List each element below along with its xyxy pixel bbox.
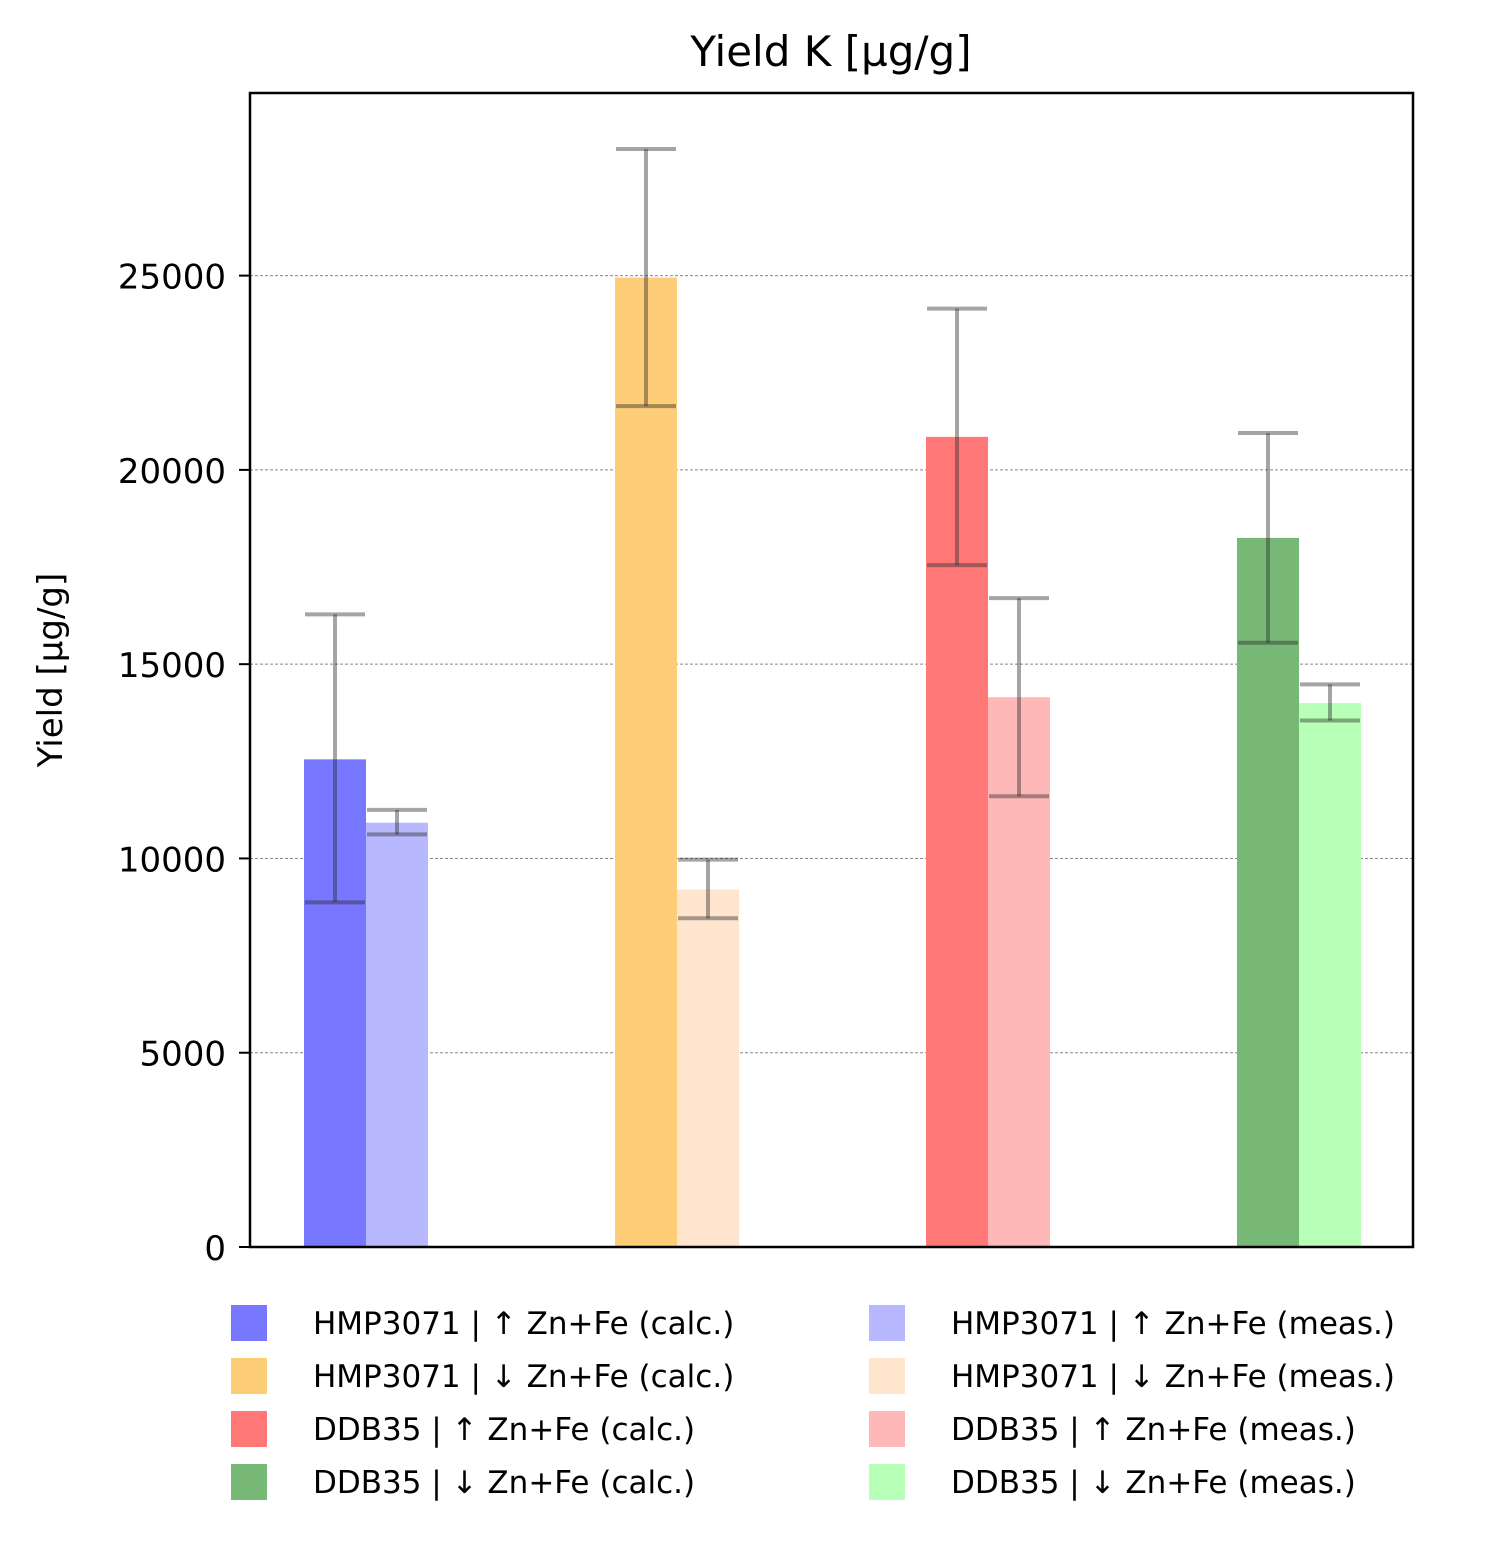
legend-item: HMP3071 | ↑ Zn+Fe (meas.) <box>869 1305 1395 1342</box>
y-tick-label: 0 <box>204 1229 226 1269</box>
legend-label: DDB35 | ↑ Zn+Fe (calc.) <box>313 1412 695 1448</box>
error-bar <box>616 146 676 409</box>
legend-item: DDB35 | ↑ Zn+Fe (meas.) <box>869 1411 1356 1448</box>
legend-item: DDB35 | ↑ Zn+Fe (calc.) <box>231 1411 695 1448</box>
error-bar <box>1238 430 1298 645</box>
legend-label: DDB35 | ↓ Zn+Fe (meas.) <box>951 1465 1356 1501</box>
legend-swatch <box>231 1305 267 1341</box>
legend-swatch <box>869 1464 905 1500</box>
error-bars <box>305 146 1360 921</box>
bar <box>926 436 988 1248</box>
legend-label: HMP3071 | ↑ Zn+Fe (meas.) <box>951 1306 1395 1342</box>
error-bar <box>989 596 1049 799</box>
bar <box>366 822 428 1247</box>
legend-swatch <box>231 1411 267 1447</box>
bars <box>304 277 1361 1248</box>
bar <box>615 277 677 1248</box>
legend-swatch <box>869 1411 905 1447</box>
legend-label: HMP3071 | ↓ Zn+Fe (calc.) <box>313 1359 734 1395</box>
legend-label: DDB35 | ↓ Zn+Fe (calc.) <box>313 1465 695 1501</box>
error-bar <box>678 857 738 921</box>
error-bar <box>927 306 987 568</box>
legend-swatch <box>231 1464 267 1500</box>
bar <box>1237 537 1299 1247</box>
legend-label: DDB35 | ↑ Zn+Fe (meas.) <box>951 1412 1356 1448</box>
y-tick-label: 15000 <box>118 646 226 686</box>
error-bar <box>367 807 427 837</box>
error-bar <box>1300 682 1360 723</box>
plot-frame <box>248 91 1415 1249</box>
bar <box>677 889 739 1247</box>
legend-swatch <box>231 1358 267 1394</box>
legend-swatch <box>869 1358 905 1394</box>
bar <box>988 697 1050 1247</box>
y-axis-label: Yield [µg/g] <box>31 573 71 769</box>
y-tick-label: 10000 <box>118 840 226 880</box>
legend-item: HMP3071 | ↓ Zn+Fe (calc.) <box>231 1358 734 1395</box>
bar <box>1299 703 1361 1247</box>
legend-item: HMP3071 | ↑ Zn+Fe (calc.) <box>231 1305 734 1342</box>
legend-item: DDB35 | ↓ Zn+Fe (meas.) <box>869 1464 1356 1501</box>
bar <box>304 759 366 1247</box>
grid-lines <box>250 275 1413 1054</box>
legend: HMP3071 | ↑ Zn+Fe (calc.) HMP3071 | ↓ Zn+… <box>231 1305 1395 1501</box>
y-axis-ticks: 0 5000 10000 15000 20000 25000 <box>118 258 250 1269</box>
error-bar <box>305 612 365 905</box>
legend-swatch <box>869 1305 905 1341</box>
y-tick-label: 20000 <box>118 452 226 492</box>
legend-item: HMP3071 | ↓ Zn+Fe (meas.) <box>869 1358 1395 1395</box>
legend-item: DDB35 | ↓ Zn+Fe (calc.) <box>231 1464 695 1501</box>
legend-label: HMP3071 | ↓ Zn+Fe (meas.) <box>951 1359 1395 1395</box>
chart-title: Yield K [µg/g] <box>689 27 971 76</box>
y-tick-label: 25000 <box>118 258 226 298</box>
legend-label: HMP3071 | ↑ Zn+Fe (calc.) <box>313 1306 734 1342</box>
y-tick-label: 5000 <box>139 1035 226 1075</box>
